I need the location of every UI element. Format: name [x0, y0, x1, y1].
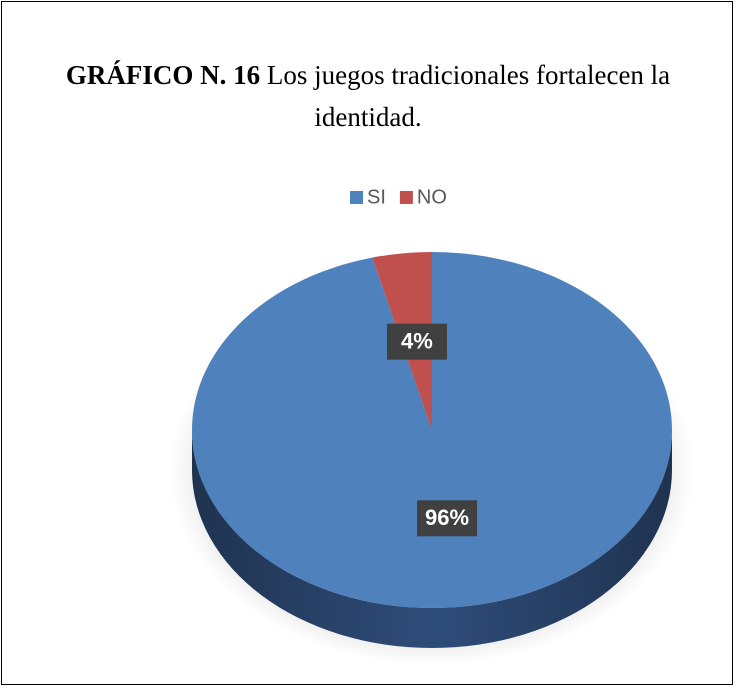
chart-title: GRÁFICO N. 16 Los juegos tradicionales f…: [18, 54, 718, 138]
legend-label: SI: [367, 186, 386, 208]
data-label: 4%: [401, 329, 433, 354]
legend-swatch: [350, 191, 363, 204]
data-label-box: [417, 500, 478, 537]
title-text: Los juegos tradicionales fortalecen la i…: [266, 60, 671, 132]
pie-side: [192, 430, 672, 648]
data-label-box: [386, 323, 447, 360]
legend-label: NO: [417, 186, 447, 208]
data-label: 96%: [425, 505, 469, 530]
title-label: GRÁFICO N. 16: [65, 60, 261, 90]
legend-swatch: [399, 191, 413, 204]
pie-slice: [191, 252, 672, 608]
